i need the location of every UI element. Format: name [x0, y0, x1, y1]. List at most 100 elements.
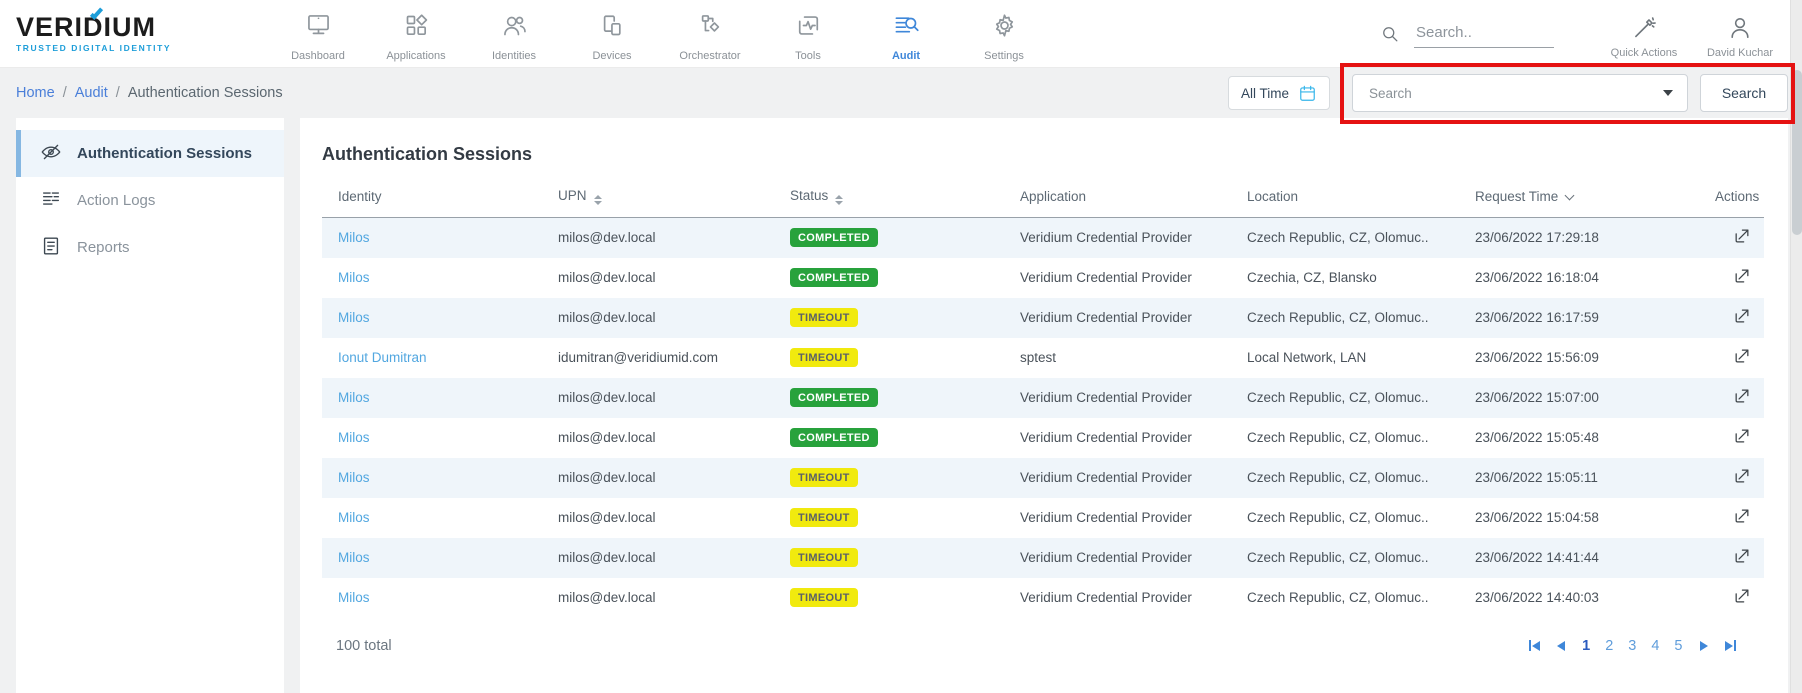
- identity-link[interactable]: Milos: [338, 510, 370, 525]
- upn-cell: milos@dev.local: [542, 217, 774, 258]
- pagination-prev-button[interactable]: [1557, 640, 1566, 651]
- status-badge: TIMEOUT: [790, 467, 858, 488]
- brand-tagline: TRUSTED DIGITAL IDENTITY: [16, 43, 172, 53]
- pagination-page-5[interactable]: 5: [1674, 637, 1683, 654]
- identity-link[interactable]: Milos: [338, 310, 370, 325]
- nav-item-applications[interactable]: Applications: [367, 6, 465, 62]
- breadcrumb: Home / Audit / Authentication Sessions: [16, 85, 283, 101]
- quick-actions-button[interactable]: Quick Actions: [1596, 9, 1692, 59]
- identity-link[interactable]: Milos: [338, 270, 370, 285]
- status-badge: TIMEOUT: [790, 347, 858, 368]
- sidebar-item-action-logs[interactable]: Action Logs: [16, 177, 284, 224]
- table-row: Milos milos@dev.local TIMEOUT Veridium Cred…: [322, 297, 1764, 338]
- pagination-next-button[interactable]: [1699, 640, 1708, 651]
- dashboard-icon: [305, 12, 332, 44]
- open-session-icon[interactable]: [1732, 346, 1752, 366]
- application-cell: Veridium Credential Provider: [1020, 430, 1192, 445]
- calendar-icon: [1300, 85, 1315, 101]
- nav-item-audit[interactable]: Audit: [857, 6, 955, 62]
- location-cell: Czech Republic, CZ, Olomuc..: [1247, 590, 1429, 605]
- column-header-application: Application: [1004, 179, 1231, 218]
- content-area: Authentication Sessions Action Logs Report…: [0, 118, 1802, 693]
- breadcrumb-home[interactable]: Home: [16, 85, 55, 101]
- nav-item-tools[interactable]: Tools: [759, 6, 857, 62]
- column-header-request-time[interactable]: Request Time: [1459, 179, 1699, 218]
- table-row: Milos milos@dev.local COMPLETED Veridium Cr…: [322, 377, 1764, 418]
- application-cell: Veridium Credential Provider: [1004, 457, 1231, 498]
- top-bar: VERIDIUM TRUSTED DIGITAL IDENTITY Dashbo…: [0, 0, 1802, 68]
- request-time-cell: 23/06/2022 15:05:48: [1475, 430, 1599, 445]
- scrollbar-thumb[interactable]: [1792, 70, 1802, 235]
- open-session-icon[interactable]: [1732, 586, 1752, 606]
- table-body: Milos milos@dev.local COMPLETED Veridium Cr…: [322, 217, 1764, 618]
- table-row: Milos milos@dev.local COMPLETED Veridium Cr…: [322, 217, 1764, 258]
- breadcrumb-separator: /: [62, 85, 67, 101]
- breadcrumb-audit[interactable]: Audit: [74, 85, 108, 101]
- nav-item-identities[interactable]: Identities: [465, 6, 563, 62]
- nav-item-label: Settings: [984, 49, 1024, 62]
- eye-off-icon: [40, 141, 62, 167]
- status-badge: TIMEOUT: [790, 547, 858, 568]
- page-title: Authentication Sessions: [322, 144, 533, 164]
- status-badge: TIMEOUT: [790, 307, 858, 328]
- open-session-icon[interactable]: [1732, 306, 1752, 326]
- search-button[interactable]: Search: [1700, 74, 1788, 112]
- global-search-input[interactable]: [1414, 19, 1554, 48]
- status-badge: COMPLETED: [790, 387, 878, 408]
- request-time-cell: 23/06/2022 17:29:18: [1459, 217, 1699, 258]
- application-cell: Veridium Credential Provider: [1004, 297, 1231, 338]
- column-header-status[interactable]: Status: [774, 179, 1004, 218]
- brand-name: VERIDIUM: [16, 12, 157, 42]
- user-menu[interactable]: David Kuchar: [1692, 9, 1788, 59]
- identity-link[interactable]: Milos: [338, 430, 370, 445]
- upn-cell: milos@dev.local: [558, 270, 656, 285]
- search-field-select[interactable]: Search: [1352, 74, 1688, 112]
- nav-item-label: Orchestrator: [679, 49, 741, 62]
- identity-link[interactable]: Milos: [338, 470, 370, 485]
- sidebar-item-reports[interactable]: Reports: [16, 224, 284, 271]
- request-time-cell: 23/06/2022 15:56:09: [1475, 350, 1599, 365]
- sort-icon: [835, 195, 844, 205]
- pagination-page-1[interactable]: 1: [1582, 637, 1591, 654]
- identity-link[interactable]: Milos: [338, 390, 370, 405]
- nav-item-settings[interactable]: Settings: [955, 6, 1053, 62]
- identity-link[interactable]: Milos: [338, 550, 370, 565]
- breadcrumb-separator: /: [115, 85, 120, 101]
- table-row: Milos milos@dev.local TIMEOUT Veridium Cred…: [322, 578, 1764, 618]
- open-session-icon[interactable]: [1732, 506, 1752, 526]
- table-row: Milos milos@dev.local TIMEOUT Veridium Cred…: [322, 498, 1764, 538]
- pagination-page-2[interactable]: 2: [1605, 637, 1614, 654]
- identity-link[interactable]: Ionut Dumitran: [338, 350, 427, 365]
- quick-actions-label: Quick Actions: [1610, 46, 1678, 59]
- nav-item-devices[interactable]: Devices: [563, 6, 661, 62]
- time-filter-button[interactable]: All Time: [1227, 76, 1330, 110]
- open-session-icon[interactable]: [1732, 426, 1752, 446]
- pagination-first-button[interactable]: [1528, 640, 1541, 651]
- open-session-icon[interactable]: [1732, 546, 1752, 566]
- veridium-logo[interactable]: VERIDIUM TRUSTED DIGITAL IDENTITY: [16, 6, 221, 53]
- identity-link[interactable]: Milos: [338, 590, 370, 605]
- location-cell: Czech Republic, CZ, Olomuc..: [1231, 377, 1459, 418]
- pagination-page-3[interactable]: 3: [1628, 637, 1637, 654]
- pagination-page-4[interactable]: 4: [1651, 637, 1660, 654]
- open-session-icon[interactable]: [1732, 226, 1752, 246]
- user-icon: [1731, 17, 1749, 38]
- table-header-row: Identity UPN Status Application Location Requ…: [322, 179, 1764, 218]
- open-session-icon[interactable]: [1732, 386, 1752, 406]
- location-cell: Czech Republic, CZ, Olomuc..: [1231, 537, 1459, 578]
- sidebar-item-label: Action Logs: [77, 192, 156, 209]
- pagination-last-button[interactable]: [1724, 640, 1736, 651]
- sidebar-item-authentication-sessions[interactable]: Authentication Sessions: [16, 130, 284, 177]
- column-header-upn[interactable]: UPN: [542, 179, 774, 218]
- global-search: [1380, 19, 1554, 48]
- nav-item-orchestrator[interactable]: Orchestrator: [661, 6, 759, 62]
- open-session-icon[interactable]: [1732, 266, 1752, 286]
- open-session-icon[interactable]: [1732, 466, 1752, 486]
- breadcrumb-current: Authentication Sessions: [127, 85, 283, 101]
- application-cell: Veridium Credential Provider: [1020, 270, 1192, 285]
- identity-link[interactable]: Milos: [338, 230, 370, 246]
- search-select-placeholder: Search: [1369, 85, 1412, 101]
- nav-item-dashboard[interactable]: Dashboard: [269, 6, 367, 62]
- table-row: Milos milos@dev.local TIMEOUT Veridium Cred…: [322, 457, 1764, 498]
